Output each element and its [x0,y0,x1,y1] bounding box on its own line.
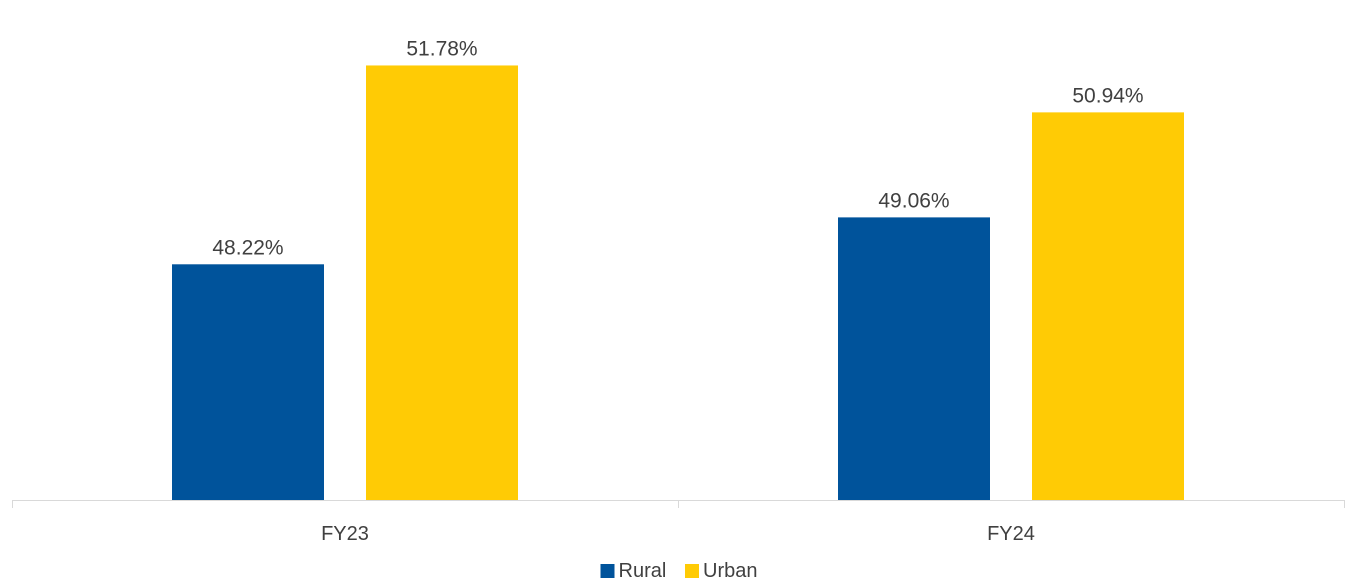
data-labels-group: 48.22% 51.78% 49.06% 50.94% [212,37,1143,259]
legend-label-rural: Rural [619,560,667,582]
legend: Rural Urban [600,560,757,582]
x-tick-label-fy24: FY24 [987,523,1035,545]
bar-rural-fy23 [172,264,324,500]
x-axis: FY23 FY24 [12,500,1345,545]
legend-label-urban: Urban [703,560,757,582]
data-label-rural-fy24: 49.06% [878,189,949,212]
data-label-urban-fy23: 51.78% [406,37,477,60]
bar-urban-fy24 [1032,112,1184,500]
bar-rural-fy24 [838,217,990,500]
bar-urban-fy23 [366,65,518,501]
data-label-rural-fy23: 48.22% [212,236,283,259]
legend-swatch-urban [685,564,699,578]
bars-group [172,65,1184,501]
x-tick-label-fy23: FY23 [321,523,369,545]
data-label-urban-fy24: 50.94% [1072,84,1143,107]
legend-swatch-rural [600,564,615,578]
